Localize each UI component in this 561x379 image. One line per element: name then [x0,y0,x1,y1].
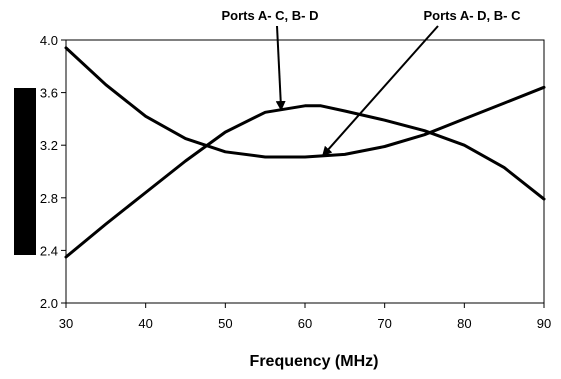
x-tick-label: 90 [537,316,551,331]
y-tick-label: 3.6 [40,86,58,101]
series-layer [64,46,546,259]
plot-frame [65,39,545,304]
x-axis-title: Frequency (MHz) [250,353,379,370]
y-tick-label: 3.2 [40,138,58,153]
annotation-label-2: Ports A- D, B- C [423,8,521,23]
annotation-arrow-1 [275,25,286,112]
x-tick-label: 50 [218,316,232,331]
series-line-2 [64,46,546,159]
y-tick-label: 4.0 [40,33,58,48]
x-tick-label: 70 [377,316,391,331]
x-tick-label: 30 [59,316,73,331]
x-tick-label: 80 [457,316,471,331]
y-tick-labels: 2.0 2.4 2.8 3.2 3.6 4.0 [40,33,66,311]
annotation-arrow-2 [321,25,439,157]
x-tick-labels: 30 40 50 60 70 80 90 [59,303,551,331]
series-line-1 [64,104,546,259]
x-tick-label: 40 [138,316,152,331]
annotation-label-1: Ports A- C, B- D [221,8,318,23]
y-axis-label-bar [14,88,36,255]
axes [65,39,545,304]
annotation-layer: Ports A- C, B- D Ports A- D, B- C [221,8,521,157]
x-tick-label: 60 [298,316,312,331]
y-tick-label: 2.4 [40,243,58,258]
y-tick-label: 2.8 [40,191,58,206]
y-tick-label: 2.0 [40,296,58,311]
